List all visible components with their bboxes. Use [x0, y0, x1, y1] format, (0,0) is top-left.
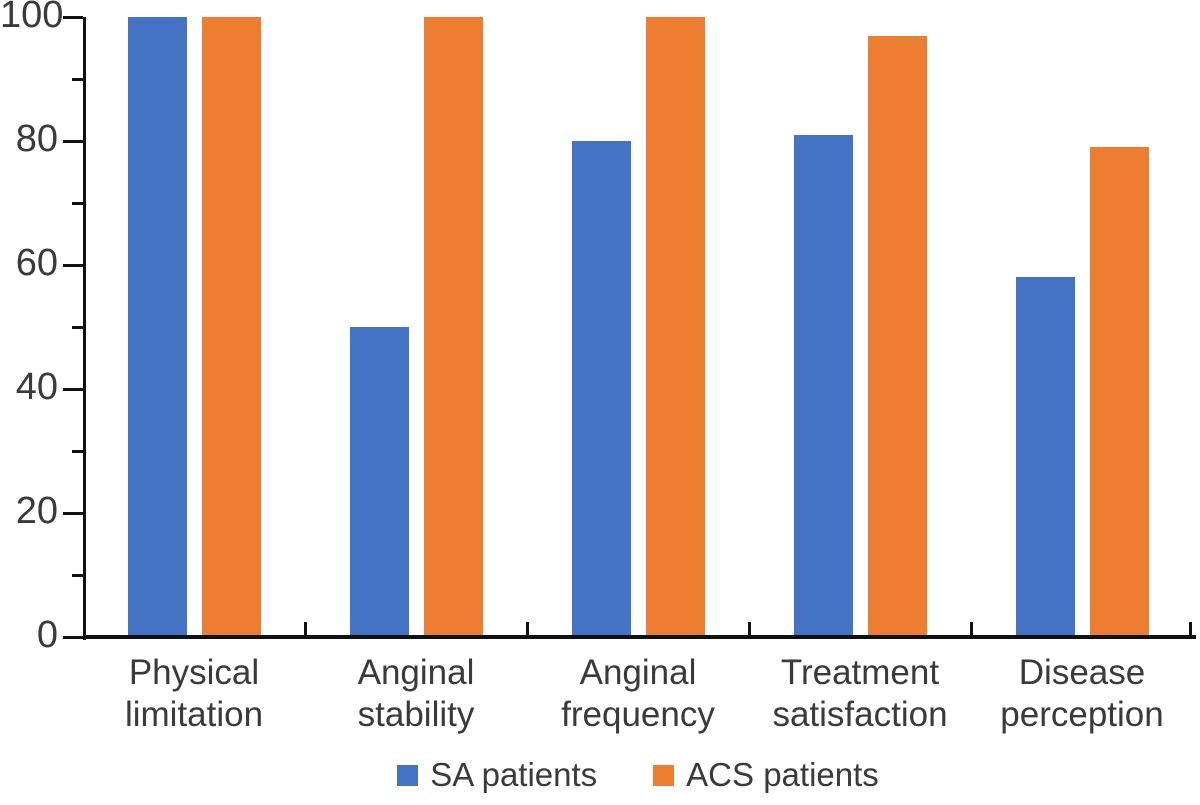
legend-item-acs-patients: ACS patients — [653, 755, 879, 795]
category-label-line: Anginal — [579, 653, 697, 692]
category-label-anginal-stability: Anginal stability — [305, 652, 527, 736]
x-boundary-tick-3 — [747, 622, 751, 637]
bar-acs-patients-treatment-satisfaction — [867, 35, 927, 637]
x-boundary-tick-1 — [303, 622, 307, 637]
bar-acs-patients-disease-perception — [1089, 147, 1149, 637]
y-major-tick-60 — [63, 263, 83, 267]
y-minor-tick-70 — [72, 201, 83, 205]
y-minor-tick-90 — [72, 77, 83, 81]
category-label-line: perception — [1000, 695, 1164, 734]
category-label-physical-limitation: Physical limitation — [83, 652, 305, 736]
y-tick-label-20: 20 — [15, 490, 58, 532]
category-label-line: stability — [357, 695, 475, 734]
bar-acs-patients-anginal-stability — [423, 17, 483, 637]
bar-sa-patients-anginal-stability — [349, 327, 409, 637]
y-major-tick-0 — [63, 635, 83, 639]
bar-acs-patients-anginal-frequency — [645, 17, 705, 637]
category-label-line: Physical — [128, 653, 260, 692]
y-minor-tick-50 — [72, 325, 83, 329]
legend-label-sa-patients: SA patients — [430, 756, 598, 793]
y-tick-label-60: 60 — [15, 242, 58, 284]
y-major-tick-40 — [63, 387, 83, 391]
bar-sa-patients-anginal-frequency — [571, 141, 631, 637]
category-label-line: satisfaction — [772, 695, 948, 734]
legend: SA patients ACS patients — [83, 750, 1193, 800]
y-axis-line — [83, 17, 86, 640]
y-major-tick-80 — [63, 139, 83, 143]
x-boundary-tick-5 — [1188, 622, 1192, 637]
y-tick-label-40: 40 — [15, 366, 58, 408]
y-tick-label-80: 80 — [15, 118, 58, 160]
x-boundary-tick-4 — [969, 622, 973, 637]
bar-acs-patients-physical-limitation — [201, 17, 261, 637]
bar-sa-patients-treatment-satisfaction — [793, 134, 853, 637]
category-label-disease-perception: Disease perception — [971, 652, 1193, 736]
legend-item-sa-patients: SA patients — [397, 755, 597, 795]
category-label-line: frequency — [561, 695, 715, 734]
y-tick-label-100: 100 — [0, 0, 64, 36]
legend-label-acs-patients: ACS patients — [686, 756, 879, 793]
category-label-line: Anginal — [357, 653, 475, 692]
y-tick-label-0: 0 — [36, 614, 58, 656]
bar-sa-patients-physical-limitation — [127, 17, 187, 637]
category-label-treatment-satisfaction: Treatment satisfaction — [749, 652, 971, 736]
legend-marker-acs-patients — [653, 764, 675, 786]
bar-sa-patients-disease-perception — [1015, 277, 1075, 637]
y-major-tick-100 — [63, 15, 83, 19]
category-label-line: limitation — [124, 695, 264, 734]
category-label-anginal-frequency: Anginal frequency — [527, 652, 749, 736]
category-label-line: Disease — [1018, 653, 1146, 692]
y-minor-tick-10 — [72, 573, 83, 577]
legend-marker-sa-patients — [397, 764, 419, 786]
y-minor-tick-30 — [72, 449, 83, 453]
x-axis-line — [83, 635, 1196, 639]
x-boundary-tick-2 — [525, 622, 529, 637]
y-major-tick-20 — [63, 511, 83, 515]
category-label-line: Treatment — [780, 653, 940, 692]
